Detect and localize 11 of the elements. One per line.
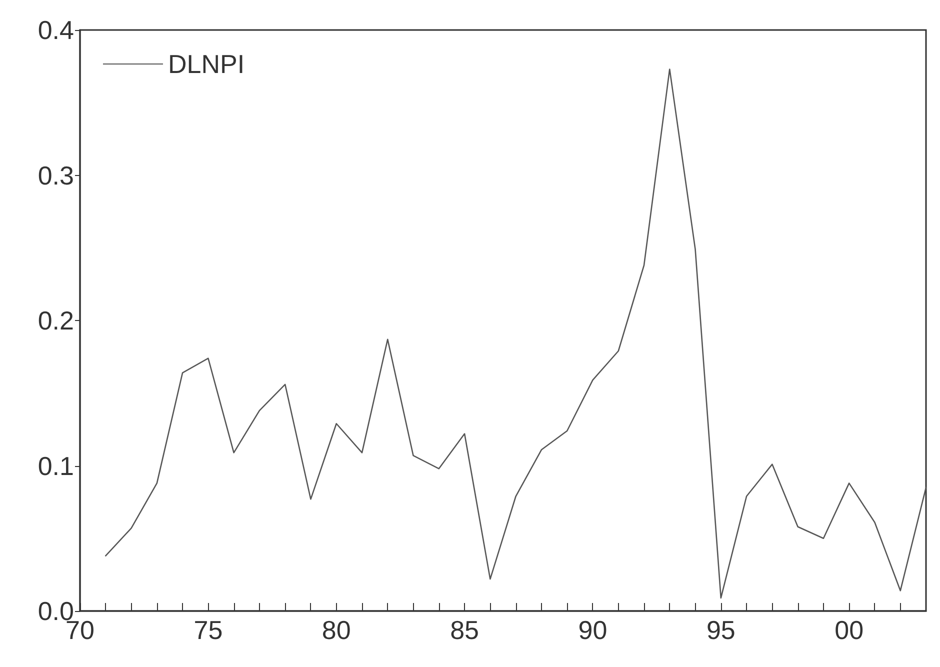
x-tick-label: 85 bbox=[450, 615, 480, 645]
legend-label: DLNPI bbox=[168, 49, 245, 79]
y-tick-label: 0.4 bbox=[38, 15, 74, 45]
y-tick-label: 0.2 bbox=[38, 306, 74, 336]
x-tick-label: 90 bbox=[578, 615, 608, 645]
x-tick-label: 75 bbox=[194, 615, 223, 645]
y-tick-label: 0.3 bbox=[38, 160, 74, 190]
x-tick-label: 00 bbox=[834, 615, 864, 645]
y-tick-label: 0.1 bbox=[38, 450, 74, 481]
x-tick-label: 80 bbox=[322, 615, 351, 645]
x-tick-label: 95 bbox=[706, 615, 736, 645]
